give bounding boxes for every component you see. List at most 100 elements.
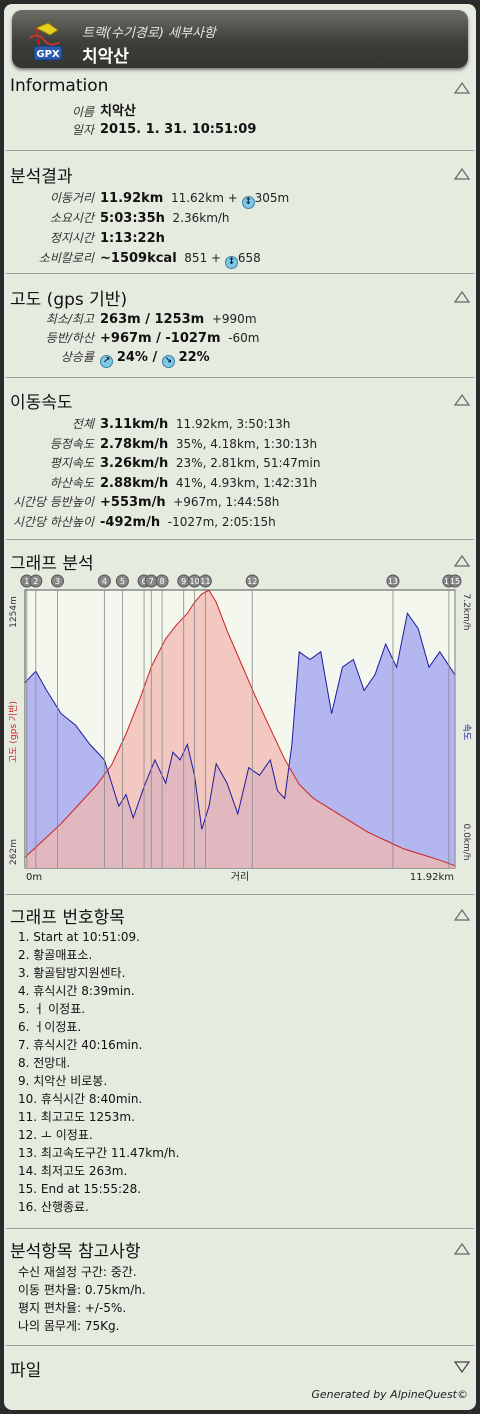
name-label: 이름 (71, 105, 94, 119)
marker-bubble (29, 574, 43, 588)
minmax-label: 최소/최고 (45, 312, 94, 326)
marker-number: 10 (189, 577, 199, 586)
divider (6, 273, 474, 274)
analysis-row-detail: 11.62km + (170, 191, 242, 205)
y-right-top-label: 7.2km/h (461, 593, 471, 630)
collapse-up-icon[interactable] (454, 82, 470, 94)
marker-number: 11 (200, 577, 210, 586)
altitude-speed-chart[interactable]: 123456789101112131415 1254m 262m 고도 (gps… (4, 572, 476, 884)
speed-row-value: 3.11km/h (100, 417, 169, 432)
y-left-top-label: 1254m (9, 596, 19, 628)
collapse-up-icon[interactable] (454, 291, 470, 303)
speed-row-label: 등정속도 (49, 436, 94, 451)
graph-list-item: 10. 휴식시간 8:40min. (18, 1092, 143, 1106)
section-information-heading[interactable]: Information (10, 76, 109, 96)
analysis-row-value: 5:03:35h (100, 211, 165, 226)
speed-row-detail: 23%, 2.81km, 51:47min (175, 456, 321, 470)
app-frame: GPX 트랙(수기경로) 세부사항 치악산 Information 이름 치악산… (4, 4, 476, 1410)
note-item: 평지 편차율: +/-5%. (18, 1301, 127, 1315)
speed-row: 하산속도 2.88km/h 41%, 4.93km, 1:42:31h (4, 473, 464, 493)
graph-list-item: 16. 산행종료. (18, 1200, 89, 1214)
graph-list-item: 5. ㅓ 이정표. (18, 1002, 86, 1016)
up-down-icon: ↕ (224, 256, 238, 269)
up-down-icon: ↕ (241, 196, 255, 209)
speed-row-value: +553m/h (100, 495, 166, 510)
analysis-row-value: 11.92km (100, 191, 164, 206)
marker-number: 4 (102, 577, 107, 586)
collapse-up-icon[interactable] (454, 1243, 470, 1255)
title-bar: GPX 트랙(수기경로) 세부사항 치악산 (12, 10, 468, 68)
analysis-row: 정지시간 1:13:22h (4, 228, 464, 248)
marker-number: 9 (181, 577, 186, 586)
collapse-up-icon[interactable] (454, 909, 470, 921)
section-notes-heading[interactable]: 분석항목 참고사항 (10, 1242, 141, 1262)
x-right-label: 11.92km (410, 872, 454, 883)
speed-row-label: 전체 (71, 417, 94, 431)
y-left-bottom-label: 262m (9, 839, 19, 865)
section-speed-heading[interactable]: 이동속도 (10, 393, 73, 413)
graph-list-item: 13. 최고속도구간 11.47km/h. (18, 1146, 180, 1160)
speed-row-label: 시간당 하산높이 (12, 514, 94, 529)
note-item: 수신 재설정 구간: 중간. (18, 1265, 137, 1279)
marker-number: 12 (247, 577, 257, 586)
minmax-value: 263m / 1253m (100, 312, 205, 327)
date-value: 2015. 1. 31. 10:51:09 (100, 122, 257, 137)
marker-bubble (115, 574, 129, 588)
marker-number: 15 (450, 577, 460, 586)
section-graph-heading[interactable]: 그래프 분석 (10, 554, 94, 574)
note-item: 나의 몸무게: 75Kg. (18, 1319, 120, 1333)
graph-list-item: 15. End at 15:55:28. (18, 1182, 142, 1196)
x-left-label: 0m (26, 872, 42, 883)
date-label: 일자 (71, 123, 94, 137)
section-graph-list-heading[interactable]: 그래프 번호항목 (10, 908, 125, 928)
marker-number: 6 (141, 577, 146, 586)
collapse-up-icon[interactable] (454, 555, 470, 567)
climb-descent-label: 등반/하산 (45, 331, 94, 345)
marker-number: 2 (33, 577, 38, 586)
speed-row-detail: -1027m, 2:05:15h (167, 514, 276, 529)
speed-row-label: 하산속도 (49, 475, 94, 490)
page-subtitle: 트랙(수기경로) 세부사항 (82, 26, 216, 41)
analysis-row-value: 1:13:22h (100, 231, 165, 246)
graph-list-item: 14. 최저고도 263m. (18, 1164, 128, 1178)
analysis-row-extra: 658 (237, 251, 261, 265)
marker-bubble (50, 574, 64, 588)
speed-row-label: 시간당 등반높이 (12, 495, 94, 509)
descent-arrow-icon: ↘ (161, 355, 175, 368)
section-analysis-heading[interactable]: 분석결과 (10, 167, 73, 187)
y-left-title: 고도 (gps 기반) (8, 701, 19, 763)
divider (6, 539, 474, 540)
graph-list-item: 8. 전망대. (18, 1056, 71, 1070)
minmax-diff: +990m (211, 312, 257, 326)
analysis-row-label: 소비칼로리 (38, 251, 94, 265)
section-file-heading[interactable]: 파일 (10, 1361, 42, 1381)
analysis-row: 소비칼로리 ~1509kcal 851 + ↕ 658 (4, 248, 464, 269)
analysis-row: 소요시간 5:03:35h 2.36km/h (4, 208, 464, 228)
graph-list-item: 1. Start at 10:51:09. (18, 930, 140, 944)
name-value: 치악산 (100, 104, 136, 119)
y-right-title: 속도 (461, 724, 472, 741)
marker-bubble (245, 574, 259, 588)
speed-area (25, 613, 455, 868)
analysis-row: 이동거리 11.92km 11.62km + ↕ 305m (4, 188, 464, 209)
marker-bubble (198, 574, 212, 588)
speed-row-detail: 11.92km, 3:50:13h (175, 417, 291, 431)
marker-number: 3 (55, 577, 60, 586)
gpx-file-icon: GPX (29, 22, 63, 61)
graph-list-item: 4. 휴식시간 8:39min. (18, 984, 135, 998)
analysis-row-detail: 2.36km/h (172, 211, 230, 225)
climb-descent-diff: -60m (228, 331, 260, 345)
graph-list-item: 11. 최고고도 1253m. (18, 1110, 135, 1124)
graph-list-item: 2. 황골매표소. (18, 948, 93, 962)
speed-row-detail: +967m, 1:44:58h (173, 495, 280, 509)
collapse-up-icon[interactable] (454, 394, 470, 406)
collapse-up-icon[interactable] (454, 168, 470, 180)
speed-row-value: 3.26km/h (100, 456, 169, 471)
chart-markers: 123456789101112131415 (20, 574, 462, 868)
expand-down-icon[interactable] (454, 1361, 470, 1373)
altitude-area (25, 590, 455, 868)
speed-row: 전체 3.11km/h 11.92km, 3:50:13h (4, 414, 464, 434)
section-altitude-heading[interactable]: 고도 (gps 기반) (10, 290, 128, 310)
y-right-bottom-label: 0.0km/h (461, 823, 471, 860)
graph-list-item: 9. 치악산 비로봉. (18, 1074, 108, 1088)
